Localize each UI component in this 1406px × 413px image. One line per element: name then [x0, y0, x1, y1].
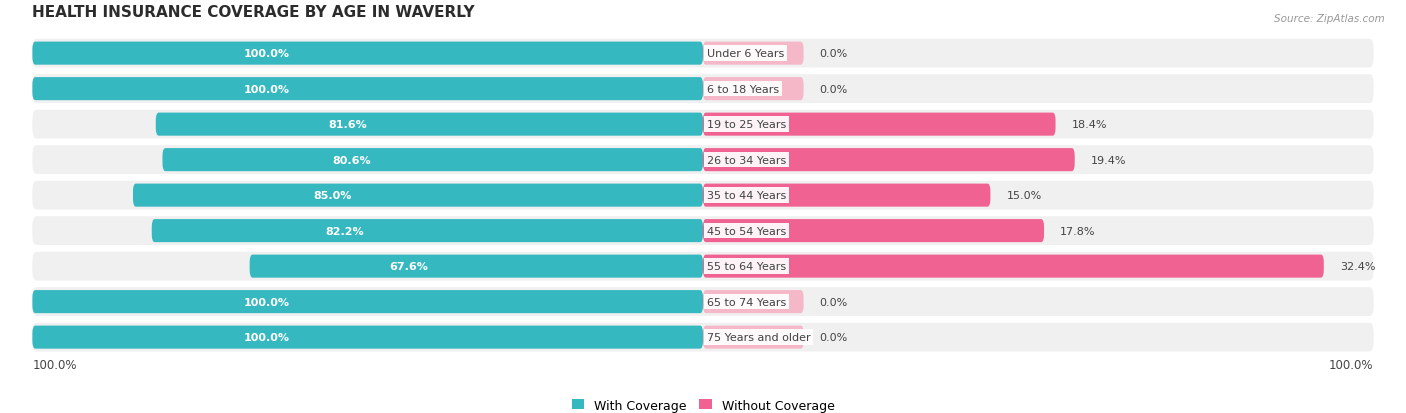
Text: 0.0%: 0.0%: [820, 297, 848, 307]
FancyBboxPatch shape: [703, 220, 1045, 242]
Text: 15.0%: 15.0%: [1007, 191, 1042, 201]
FancyBboxPatch shape: [32, 40, 1374, 68]
Text: 18.4%: 18.4%: [1071, 120, 1107, 130]
Text: 67.6%: 67.6%: [389, 261, 427, 271]
Text: HEALTH INSURANCE COVERAGE BY AGE IN WAVERLY: HEALTH INSURANCE COVERAGE BY AGE IN WAVE…: [32, 5, 475, 20]
Text: 65 to 74 Years: 65 to 74 Years: [707, 297, 786, 307]
Text: 35 to 44 Years: 35 to 44 Years: [707, 191, 786, 201]
Text: 17.8%: 17.8%: [1060, 226, 1095, 236]
Text: 26 to 34 Years: 26 to 34 Years: [707, 155, 786, 165]
Text: 32.4%: 32.4%: [1340, 261, 1375, 271]
Text: 81.6%: 81.6%: [328, 120, 367, 130]
Text: 26 to 34 Years: 26 to 34 Years: [707, 155, 786, 165]
FancyBboxPatch shape: [32, 181, 1374, 210]
Text: 82.2%: 82.2%: [325, 226, 364, 236]
Text: Source: ZipAtlas.com: Source: ZipAtlas.com: [1274, 14, 1385, 24]
FancyBboxPatch shape: [703, 43, 804, 66]
Text: 100.0%: 100.0%: [245, 84, 290, 95]
FancyBboxPatch shape: [703, 290, 804, 313]
FancyBboxPatch shape: [134, 184, 703, 207]
FancyBboxPatch shape: [703, 255, 1324, 278]
FancyBboxPatch shape: [32, 217, 1374, 245]
FancyBboxPatch shape: [32, 326, 703, 349]
FancyBboxPatch shape: [703, 326, 804, 349]
FancyBboxPatch shape: [32, 287, 1374, 316]
Text: 100.0%: 100.0%: [245, 49, 290, 59]
FancyBboxPatch shape: [152, 220, 703, 242]
FancyBboxPatch shape: [32, 252, 1374, 281]
FancyBboxPatch shape: [32, 111, 1374, 139]
Text: 85.0%: 85.0%: [314, 191, 352, 201]
Text: 100.0%: 100.0%: [32, 358, 77, 371]
Text: 100.0%: 100.0%: [1329, 358, 1374, 371]
Text: 55 to 64 Years: 55 to 64 Years: [707, 261, 786, 271]
Text: Under 6 Years: Under 6 Years: [707, 49, 785, 59]
Text: 80.6%: 80.6%: [332, 155, 371, 165]
FancyBboxPatch shape: [703, 184, 990, 207]
FancyBboxPatch shape: [703, 149, 1074, 172]
FancyBboxPatch shape: [32, 75, 1374, 104]
Text: 75 Years and older: 75 Years and older: [707, 332, 811, 342]
FancyBboxPatch shape: [163, 149, 703, 172]
Text: 19 to 25 Years: 19 to 25 Years: [707, 120, 786, 130]
Text: 55 to 64 Years: 55 to 64 Years: [707, 261, 786, 271]
Text: 35 to 44 Years: 35 to 44 Years: [707, 191, 786, 201]
Text: 45 to 54 Years: 45 to 54 Years: [707, 226, 786, 236]
FancyBboxPatch shape: [32, 43, 703, 66]
Text: 0.0%: 0.0%: [820, 49, 848, 59]
Text: 6 to 18 Years: 6 to 18 Years: [707, 84, 779, 95]
Text: 100.0%: 100.0%: [245, 332, 290, 342]
FancyBboxPatch shape: [156, 113, 703, 136]
Text: 0.0%: 0.0%: [820, 84, 848, 95]
FancyBboxPatch shape: [703, 113, 1056, 136]
FancyBboxPatch shape: [703, 78, 804, 101]
FancyBboxPatch shape: [32, 323, 1374, 351]
Text: 65 to 74 Years: 65 to 74 Years: [707, 297, 786, 307]
Legend: With Coverage, Without Coverage: With Coverage, Without Coverage: [572, 399, 834, 411]
Text: 6 to 18 Years: 6 to 18 Years: [707, 84, 779, 95]
Text: Under 6 Years: Under 6 Years: [707, 49, 785, 59]
Text: 45 to 54 Years: 45 to 54 Years: [707, 226, 786, 236]
Text: 75 Years and older: 75 Years and older: [707, 332, 811, 342]
FancyBboxPatch shape: [32, 78, 703, 101]
Text: 19.4%: 19.4%: [1091, 155, 1126, 165]
Text: 19 to 25 Years: 19 to 25 Years: [707, 120, 786, 130]
FancyBboxPatch shape: [32, 290, 703, 313]
FancyBboxPatch shape: [32, 146, 1374, 175]
Text: 0.0%: 0.0%: [820, 332, 848, 342]
FancyBboxPatch shape: [250, 255, 703, 278]
Text: 100.0%: 100.0%: [245, 297, 290, 307]
